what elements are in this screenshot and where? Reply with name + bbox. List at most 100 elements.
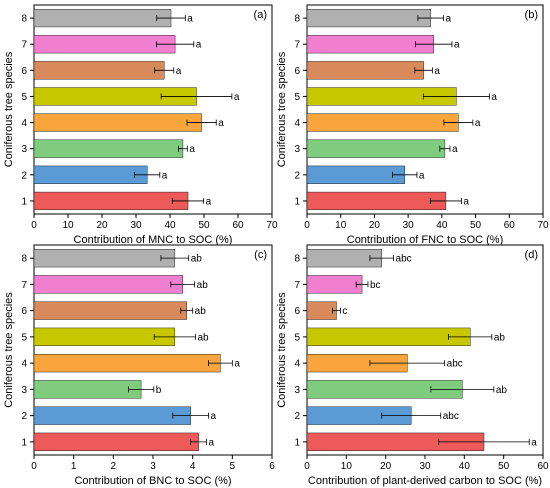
plot-frame: [33, 4, 273, 215]
y-tick-label: 4: [21, 359, 27, 370]
y-tick-label: 1: [294, 196, 300, 207]
panel-1: 0 10 20 30 40 50 60 70 1 2 3 4 5 6 7 8 a a a a a a a a (a) Contri…: [3, 4, 278, 246]
bar: [306, 327, 471, 347]
x-tick-label: 3: [150, 461, 156, 472]
y-tick-label: 8: [294, 254, 300, 265]
x-tick-label: 60: [232, 220, 244, 231]
significance-label: a: [234, 92, 240, 103]
significance-label: abc: [447, 359, 463, 370]
y-tick-label: 5: [294, 92, 300, 103]
y-tick-label: 2: [21, 411, 27, 422]
x-tick-label: 0: [31, 461, 37, 472]
y-tick-label: 1: [21, 437, 27, 448]
bar: [33, 354, 221, 373]
x-tick-label: 30: [403, 220, 415, 231]
y-tick-label: 8: [21, 254, 27, 265]
x-tick-label: 40: [164, 220, 176, 231]
x-tick-label: 20: [96, 220, 108, 231]
significance-label: a: [454, 40, 460, 51]
bar: [33, 8, 172, 28]
x-axis-label: Contribution of FNC to SOC (%): [347, 234, 504, 246]
significance-label: a: [196, 40, 202, 51]
bar: [306, 8, 431, 28]
x-tick-label: 50: [470, 220, 482, 231]
y-axis-label: Coniferous tree species: [3, 51, 15, 167]
y-tick-label: 7: [21, 280, 27, 291]
x-tick-label: 0: [304, 461, 310, 472]
x-tick-label: 10: [62, 220, 74, 231]
panel-tag: (a): [254, 9, 267, 21]
significance-label: ab: [191, 254, 203, 265]
significance-label: a: [206, 196, 212, 207]
significance-label: a: [209, 437, 215, 448]
x-tick-label: 1: [71, 461, 77, 472]
x-tick-label: 5: [230, 461, 236, 472]
significance-label: ab: [197, 280, 209, 291]
y-tick-label: 3: [21, 385, 27, 396]
y-tick-label: 2: [21, 170, 27, 181]
bar: [33, 139, 184, 158]
y-tick-label: 3: [21, 144, 27, 155]
x-tick-label: 40: [436, 220, 448, 231]
y-tick-label: 2: [294, 411, 300, 422]
significance-label: a: [211, 411, 217, 422]
panel-tag: (b): [525, 9, 538, 21]
significance-label: ab: [195, 306, 207, 317]
y-tick-label: 7: [294, 40, 300, 51]
significance-label: b: [156, 385, 162, 396]
significance-label: abc: [443, 411, 459, 422]
x-tick-label: 20: [380, 461, 392, 472]
significance-label: bc: [370, 280, 381, 291]
significance-label: a: [491, 92, 497, 103]
significance-label: a: [176, 66, 182, 77]
y-tick-label: 1: [21, 196, 27, 207]
significance-label: a: [463, 196, 469, 207]
x-tick-label: 20: [369, 220, 381, 231]
significance-label: a: [475, 118, 481, 129]
significance-label: a: [189, 144, 195, 155]
bar: [33, 275, 183, 294]
bar: [33, 113, 202, 132]
y-tick-label: 1: [294, 437, 300, 448]
x-tick-label: 2: [111, 461, 117, 472]
y-tick-label: 2: [294, 170, 300, 181]
x-tick-label: 4: [190, 461, 196, 472]
x-axis-label: Contribution of BNC to SOC (%): [74, 475, 231, 487]
x-axis-label: Contribution of MNC to SOC (%): [74, 234, 233, 246]
y-axis-label: Coniferous tree species: [276, 292, 288, 408]
significance-label: a: [218, 118, 224, 129]
panel-tag: (c): [254, 249, 267, 261]
bar: [33, 191, 189, 211]
panel-tag: (d): [525, 249, 538, 261]
significance-label: a: [446, 14, 452, 25]
bar: [306, 113, 459, 132]
significance-label: ab: [494, 332, 506, 343]
y-tick-label: 7: [294, 280, 300, 291]
x-tick-label: 30: [419, 461, 431, 472]
y-tick-label: 5: [21, 92, 27, 103]
bar: [33, 35, 176, 54]
bar: [33, 406, 191, 425]
y-tick-label: 5: [294, 332, 300, 343]
x-tick-label: 50: [198, 220, 210, 231]
bar: [33, 380, 142, 399]
bar: [33, 248, 176, 268]
bar: [306, 191, 447, 211]
bar: [33, 327, 176, 347]
y-tick-label: 5: [21, 332, 27, 343]
x-tick-label: 70: [266, 220, 278, 231]
y-tick-label: 4: [294, 118, 300, 129]
x-tick-label: 60: [504, 220, 516, 231]
x-tick-label: 60: [537, 461, 549, 472]
bar: [306, 275, 363, 294]
bar: [306, 35, 434, 54]
significance-label: a: [187, 14, 193, 25]
panel-2: 0 10 20 30 40 50 60 70 1 2 3 4 5 6 7 8 a a a a a a a a (b) Contri…: [276, 4, 549, 246]
x-tick-label: 40: [459, 461, 471, 472]
significance-label: c: [342, 306, 347, 317]
significance-label: a: [234, 359, 240, 370]
x-tick-label: 10: [335, 220, 347, 231]
bar: [306, 139, 446, 158]
y-tick-label: 3: [294, 385, 300, 396]
